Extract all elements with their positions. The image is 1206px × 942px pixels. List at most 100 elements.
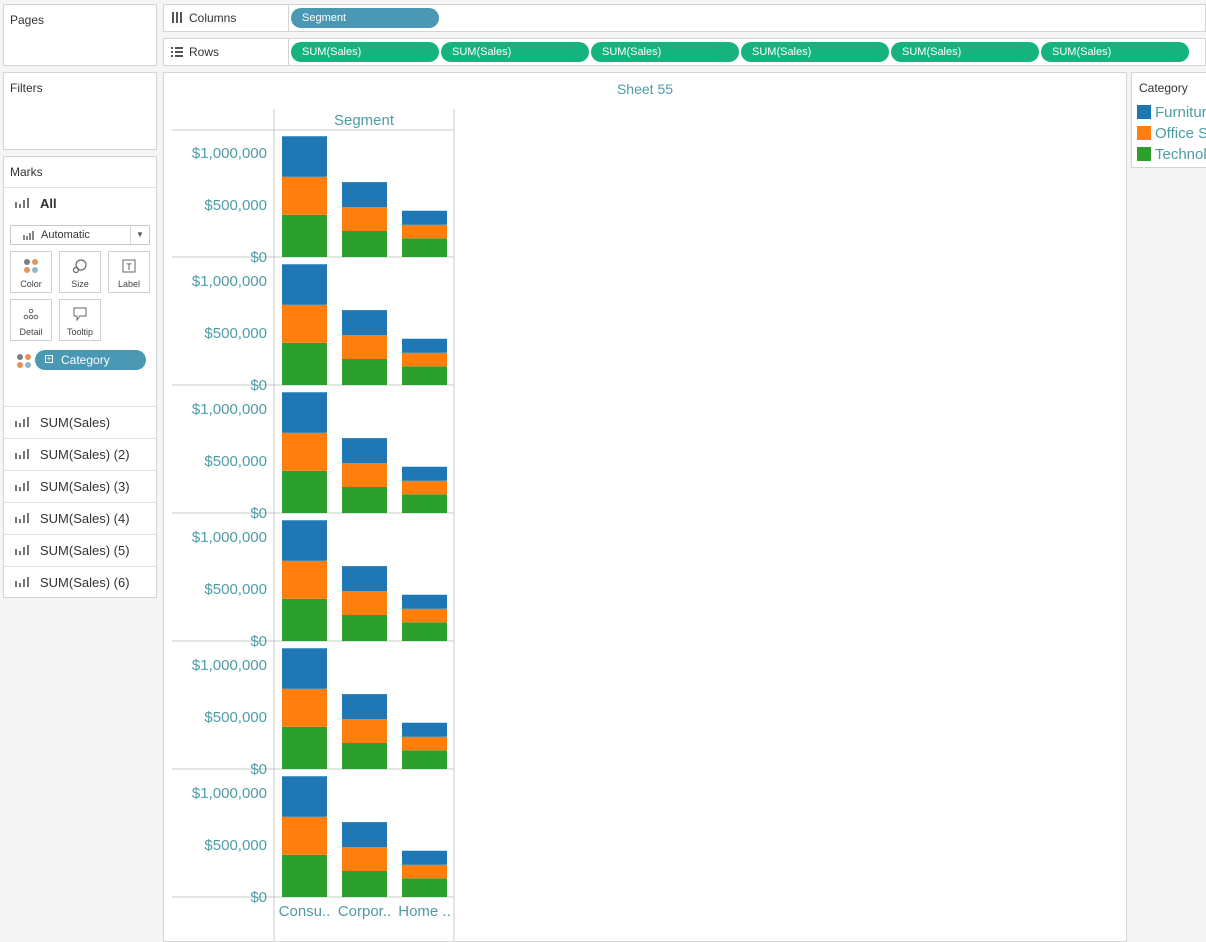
rows-measure-pill[interactable]: SUM(Sales) — [591, 42, 739, 62]
bar-office-supplies[interactable] — [282, 432, 327, 471]
legend-item-office-supplies[interactable]: Office Supplies — [1155, 125, 1206, 142]
bar-technology[interactable] — [342, 615, 387, 641]
measure-row[interactable]: SUM(Sales) (2) — [4, 438, 156, 469]
shelf-divider — [288, 5, 289, 31]
bar-technology[interactable] — [282, 470, 327, 513]
bar-technology[interactable] — [402, 238, 447, 257]
rows-measure-pill[interactable]: SUM(Sales) — [1041, 42, 1189, 62]
rows-shelf[interactable]: Rows SUM(Sales) SUM(Sales) SUM(Sales) SU… — [163, 38, 1206, 66]
rows-icon — [171, 47, 183, 57]
bar-furniture[interactable] — [342, 566, 387, 592]
bar-technology[interactable] — [342, 487, 387, 513]
bar-technology[interactable] — [282, 598, 327, 641]
bar-technology[interactable] — [282, 342, 327, 385]
category-color-pill[interactable]: + Category — [35, 350, 146, 370]
label-button[interactable]: T Label — [108, 251, 150, 293]
bar-furniture[interactable] — [282, 776, 327, 817]
bar-furniture[interactable] — [402, 850, 447, 865]
legend-title: Category — [1139, 81, 1188, 95]
bar-furniture[interactable] — [282, 264, 327, 305]
bar-furniture[interactable] — [282, 136, 327, 177]
bar-technology[interactable] — [342, 871, 387, 897]
columns-shelf-label: Columns — [189, 11, 237, 25]
bar-office-supplies[interactable] — [342, 463, 387, 487]
y-tick-label: $1,000,000 — [192, 785, 267, 802]
bar-office-supplies[interactable] — [402, 352, 447, 367]
detail-button-label: Detail — [19, 327, 43, 337]
bar-technology[interactable] — [342, 231, 387, 257]
legend-item-technology[interactable]: Technology — [1155, 146, 1206, 163]
bar-technology[interactable] — [402, 494, 447, 513]
bar-technology[interactable] — [342, 743, 387, 769]
bar-office-supplies[interactable] — [342, 591, 387, 615]
bar-office-supplies[interactable] — [342, 847, 387, 871]
mark-type-dropdown[interactable]: Automatic ▼ — [10, 225, 150, 245]
y-tick-label: $0 — [250, 249, 267, 266]
measure-row[interactable]: SUM(Sales) — [4, 406, 156, 437]
bar-office-supplies[interactable] — [282, 176, 327, 215]
filters-panel[interactable]: Filters — [3, 72, 157, 150]
tooltip-button[interactable]: Tooltip — [59, 299, 101, 341]
bar-technology[interactable] — [342, 359, 387, 385]
bar-technology[interactable] — [282, 214, 327, 257]
columns-shelf[interactable]: Columns Segment — [163, 4, 1206, 32]
color-button[interactable]: Color — [10, 251, 52, 293]
rows-measure-pill[interactable]: SUM(Sales) — [441, 42, 589, 62]
bar-office-supplies[interactable] — [282, 304, 327, 343]
bar-office-supplies[interactable] — [342, 719, 387, 743]
bar-office-supplies[interactable] — [282, 816, 327, 855]
bar-office-supplies[interactable] — [342, 335, 387, 359]
detail-button[interactable]: Detail — [10, 299, 52, 341]
bar-furniture[interactable] — [342, 694, 387, 720]
rows-measure-pill[interactable]: SUM(Sales) — [741, 42, 889, 62]
bar-technology[interactable] — [282, 726, 327, 769]
measure-row[interactable]: SUM(Sales) (6) — [4, 566, 156, 597]
bar-office-supplies[interactable] — [342, 207, 387, 231]
bar-technology[interactable] — [282, 854, 327, 897]
bar-furniture[interactable] — [402, 210, 447, 225]
bar-furniture[interactable] — [402, 594, 447, 609]
bar-furniture[interactable] — [402, 722, 447, 737]
segment-column-pill[interactable]: Segment — [291, 8, 439, 28]
marks-all-row[interactable]: All — [4, 187, 156, 218]
stacked-bar-chart[interactable]: Segment $0 $500,000 $1,000,000 $0 $500,000 $1… — [164, 73, 1126, 941]
y-tick-label: $0 — [250, 761, 267, 778]
x-tick-label: Home .. — [398, 903, 451, 920]
measure-row[interactable]: SUM(Sales) (4) — [4, 502, 156, 533]
bar-furniture[interactable] — [342, 182, 387, 208]
bar-office-supplies[interactable] — [402, 480, 447, 495]
bar-technology[interactable] — [402, 750, 447, 769]
bar-technology[interactable] — [402, 622, 447, 641]
measure-row[interactable]: SUM(Sales) (3) — [4, 470, 156, 501]
y-tick-label: $500,000 — [204, 325, 267, 342]
pages-panel[interactable]: Pages — [3, 4, 157, 66]
bar-furniture[interactable] — [282, 392, 327, 433]
marks-title: Marks — [10, 165, 43, 179]
legend-item-furniture[interactable]: Furniture — [1155, 104, 1206, 121]
bar-office-supplies[interactable] — [282, 560, 327, 599]
measure-row[interactable]: SUM(Sales) (5) — [4, 534, 156, 565]
bar-office-supplies[interactable] — [402, 864, 447, 879]
bar-furniture[interactable] — [402, 466, 447, 481]
worksheet-view[interactable]: Sheet 55 Segment $0 $500,000 $1,000,000 $0 $… — [163, 72, 1127, 942]
rows-measure-pill[interactable]: SUM(Sales) — [291, 42, 439, 62]
size-button[interactable]: Size — [59, 251, 101, 293]
rows-measure-pill[interactable]: SUM(Sales) — [891, 42, 1039, 62]
bar-chart-icon — [15, 481, 29, 491]
bar-furniture[interactable] — [342, 822, 387, 848]
bar-office-supplies[interactable] — [402, 224, 447, 239]
bar-furniture[interactable] — [342, 438, 387, 464]
bar-technology[interactable] — [402, 878, 447, 897]
bar-office-supplies[interactable] — [402, 736, 447, 751]
bar-furniture[interactable] — [342, 310, 387, 336]
label-icon: T — [109, 258, 149, 279]
bar-furniture[interactable] — [282, 648, 327, 689]
bar-furniture[interactable] — [282, 520, 327, 561]
bar-technology[interactable] — [402, 366, 447, 385]
bar-office-supplies[interactable] — [282, 688, 327, 727]
chevron-down-icon[interactable]: ▼ — [130, 226, 149, 244]
marks-all-label: All — [40, 196, 57, 211]
marks-panel: Marks All Automatic ▼ Color Size — [3, 156, 157, 598]
bar-office-supplies[interactable] — [402, 608, 447, 623]
bar-furniture[interactable] — [402, 338, 447, 353]
